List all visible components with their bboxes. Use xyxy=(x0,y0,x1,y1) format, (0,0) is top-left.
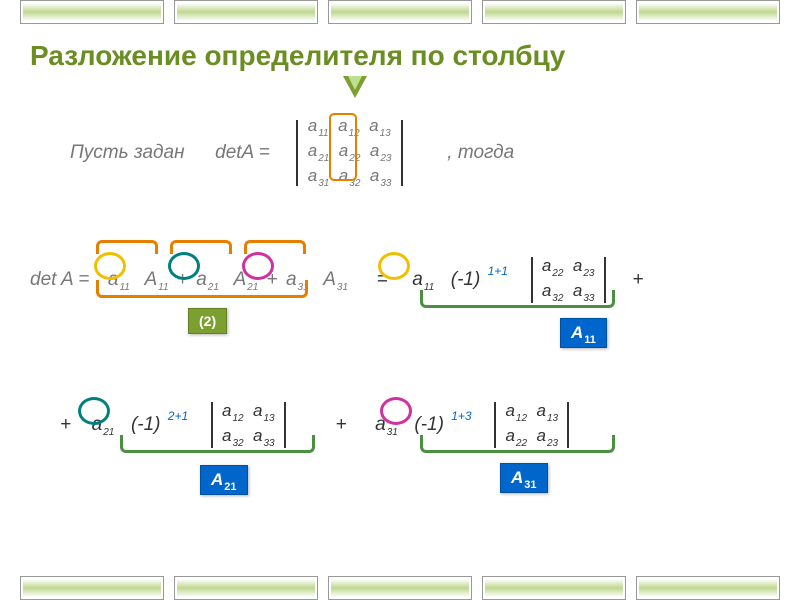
circle-rhs-a11 xyxy=(378,252,410,280)
label-A21: A21 xyxy=(200,465,248,495)
togda: , тогда xyxy=(447,142,514,164)
underbrace-2 xyxy=(96,280,308,298)
circle-line3-a31 xyxy=(380,397,412,425)
title-text: Разложение определителя по столбцу xyxy=(30,40,565,71)
circle-a31 xyxy=(242,252,274,280)
exp-1p3: 1+3 xyxy=(451,409,471,423)
definition-row: Пусть задан detA = a11 a12 a13 a21 a22 a… xyxy=(70,115,514,190)
label-2: (2) xyxy=(188,308,227,334)
bottom-bars xyxy=(0,576,800,600)
pust-zadan: Пусть задан xyxy=(70,142,185,164)
underbrace-A31 xyxy=(420,435,615,453)
top-bars xyxy=(0,0,800,24)
circle-line3-a21 xyxy=(78,397,110,425)
circle-a21 xyxy=(168,252,200,280)
label-A31: A31 xyxy=(500,463,548,493)
label-A11: A11 xyxy=(560,318,607,348)
exp-1p1: 1+1 xyxy=(488,264,508,278)
circle-a11 xyxy=(94,252,126,280)
page-title: Разложение определителя по столбцу xyxy=(30,40,565,72)
underbrace-A21 xyxy=(120,435,315,453)
underbrace-A11 xyxy=(420,290,615,308)
column-highlight xyxy=(329,113,357,181)
exp-2p1: 2+1 xyxy=(168,409,188,423)
arrow-down-icon-inner xyxy=(348,76,362,90)
detA-lhs: det A = xyxy=(30,269,89,291)
detA-label: detA = xyxy=(215,142,270,164)
